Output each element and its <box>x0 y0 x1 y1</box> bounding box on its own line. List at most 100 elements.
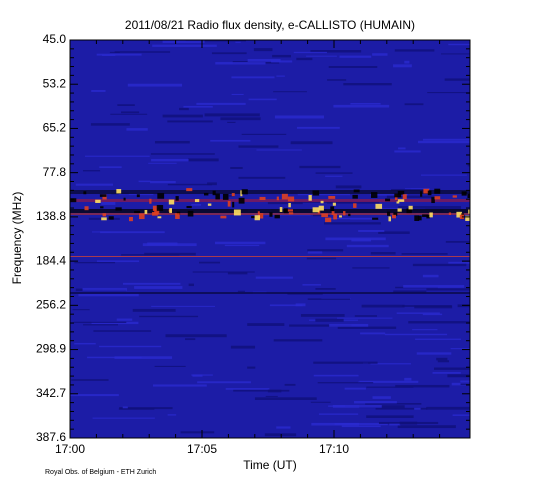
y-tick-label: 298.9 <box>36 342 66 356</box>
texture-streak <box>343 82 392 86</box>
texture-streak <box>276 75 285 77</box>
texture-burst <box>276 196 279 201</box>
texture-streak <box>334 423 388 426</box>
texture-streak <box>272 54 291 58</box>
texture-burst <box>431 197 435 204</box>
texture-burst <box>385 198 391 202</box>
texture-streak <box>394 49 435 52</box>
texture-streak <box>315 172 353 174</box>
x-axis-label: Time (UT) <box>243 458 297 472</box>
texture-burst <box>287 196 295 202</box>
texture-burst <box>467 193 470 199</box>
texture-streak <box>299 165 341 169</box>
texture-burst <box>396 201 400 204</box>
texture-streak <box>179 107 189 111</box>
texture-streak <box>467 164 470 167</box>
texture-burst <box>448 212 452 216</box>
credit: Royal Obs. of Belgium - ETH Zurich <box>45 469 156 476</box>
texture-burst <box>136 194 140 198</box>
texture-streak <box>395 384 450 388</box>
texture-streak <box>267 389 282 393</box>
texture-burst <box>157 193 165 199</box>
texture-streak <box>233 389 290 392</box>
texture-streak <box>426 288 470 291</box>
texture-streak <box>220 117 261 121</box>
texture-burst <box>169 208 172 214</box>
texture-burst <box>402 194 407 200</box>
texture-streak <box>269 304 303 307</box>
texture-streak <box>370 252 396 255</box>
texture-streak <box>154 365 186 368</box>
texture-burst <box>227 200 231 207</box>
texture-streak <box>296 126 340 129</box>
texture-streak <box>440 53 470 55</box>
y-tick-label: 256.2 <box>36 298 66 312</box>
texture-burst <box>233 209 241 216</box>
texture-streak <box>317 382 374 384</box>
texture-streak <box>404 377 412 381</box>
texture-streak <box>162 40 205 44</box>
texture-streak <box>248 98 277 101</box>
texture-streak <box>307 251 323 254</box>
texture-streak <box>100 231 165 234</box>
texture-streak <box>447 374 470 378</box>
texture-burst <box>426 214 430 219</box>
texture-streak <box>151 305 215 307</box>
texture-burst <box>330 206 335 211</box>
texture-burst <box>129 216 133 222</box>
texture-streak <box>344 387 366 390</box>
texture-streak <box>339 55 372 58</box>
texture-streak <box>422 274 439 278</box>
texture-streak <box>237 290 245 293</box>
texture-streak <box>207 182 217 186</box>
texture-streak <box>227 272 248 275</box>
texture-streak <box>306 55 337 57</box>
texture-streak <box>122 282 181 285</box>
texture-streak <box>74 342 96 345</box>
texture-burst <box>222 193 229 200</box>
x-tick-label: 17:05 <box>187 442 217 456</box>
texture-streak <box>121 111 140 114</box>
texture-burst <box>392 214 396 219</box>
texture-streak <box>341 425 381 428</box>
texture-streak <box>415 338 461 340</box>
texture-streak <box>310 401 331 403</box>
texture-streak <box>274 115 324 119</box>
texture-burst <box>332 202 336 206</box>
texture-burst <box>348 213 351 217</box>
texture-streak <box>307 249 344 252</box>
texture-streak <box>255 276 293 279</box>
texture-burst <box>269 212 273 217</box>
texture-streak <box>185 40 246 42</box>
texture-streak <box>152 384 207 387</box>
texture-streak <box>196 102 246 105</box>
texture-streak <box>359 405 405 409</box>
texture-burst <box>102 213 107 217</box>
texture-streak <box>313 361 378 364</box>
y-tick-label: 184.4 <box>36 253 66 267</box>
texture-streak <box>119 407 173 410</box>
texture-streak <box>256 149 302 151</box>
texture-streak <box>154 140 190 144</box>
texture-burst <box>108 216 114 220</box>
texture-burst <box>429 212 433 218</box>
texture-streak <box>199 261 221 264</box>
texture-streak <box>329 217 380 220</box>
texture-streak <box>187 158 219 162</box>
texture-streak <box>422 138 470 141</box>
texture-burst <box>397 199 405 202</box>
texture-burst <box>328 196 336 199</box>
texture-burst <box>186 188 193 192</box>
texture-streak <box>134 286 183 289</box>
texture-streak <box>359 380 419 383</box>
texture-streak <box>211 52 247 55</box>
texture-streak <box>310 50 362 53</box>
texture-band <box>70 199 470 202</box>
texture-burst <box>352 194 358 199</box>
texture-streak <box>311 422 360 426</box>
texture-streak <box>329 323 369 327</box>
texture-streak <box>91 89 106 92</box>
texture-streak <box>333 104 390 108</box>
texture-streak <box>92 417 155 419</box>
